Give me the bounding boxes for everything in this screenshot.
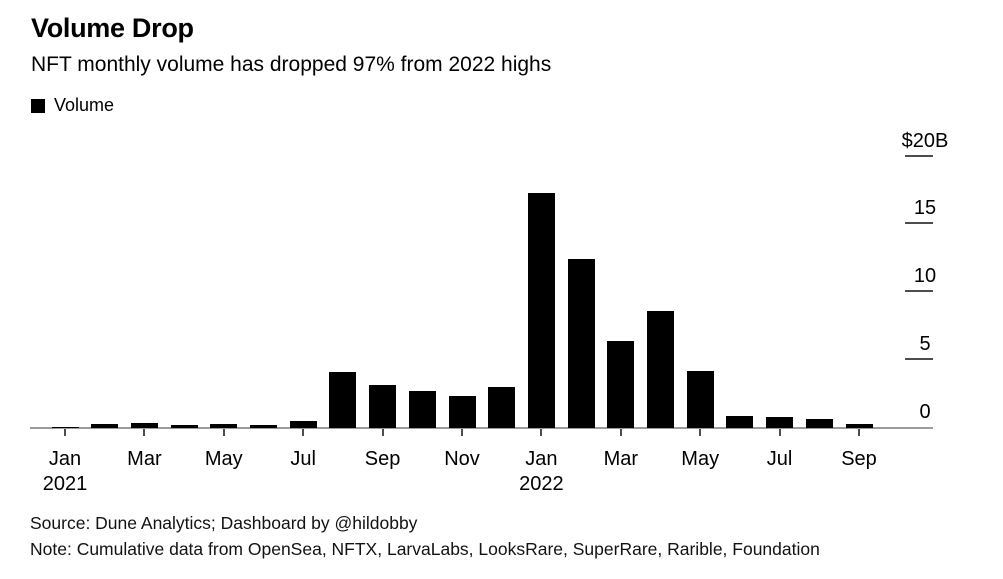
x-axis-tick-mar-2022 [619, 429, 622, 436]
chart-title: Volume Drop [31, 13, 194, 43]
x-axis-tick-jan-2021 [64, 429, 66, 436]
y-axis-label-20: $20B [901, 129, 949, 152]
legend-swatch-icon [31, 98, 45, 113]
bar-jul-2021 [289, 421, 317, 428]
bar-jan-2021 [51, 427, 79, 428]
legend: Volume [31, 95, 114, 116]
x-axis-label-jul-2022: Jul [766, 448, 793, 470]
x-axis-tick-jul-2021 [302, 429, 305, 436]
x-axis-tick-sep-2022 [858, 429, 860, 436]
bar-feb-2022 [567, 259, 595, 428]
bar-jun-2022 [726, 416, 754, 428]
x-axis-label-jul-2021: Jul [290, 448, 316, 470]
bar-nov-2021 [448, 396, 476, 428]
bar-may-2021 [210, 424, 238, 428]
y-axis-tick-10 [905, 290, 933, 293]
x-axis-label-mar-2021: Mar [127, 448, 162, 470]
legend-label: Volume [54, 95, 115, 115]
x-axis-tick-may-2021 [222, 429, 225, 436]
source-note: Source: Dune Analytics; Dashboard by @hi… [30, 513, 418, 533]
x-axis-tick-sep-2021 [381, 429, 384, 436]
bar-jul-2022 [766, 417, 794, 428]
x-axis-tick-jul-2022 [778, 429, 781, 436]
x-axis-label-sep-2021: Sep [364, 448, 401, 470]
x-axis-year-label: 2022 [519, 473, 564, 495]
y-axis-tick-20 [905, 154, 933, 157]
y-axis-label-10: 10 [913, 265, 937, 288]
bar-jun-2021 [250, 425, 277, 428]
bar-apr-2022 [647, 311, 674, 428]
bar-may-2022 [686, 371, 714, 428]
y-axis-label-5: 5 [919, 332, 931, 355]
x-axis-label-mar-2022: Mar [603, 448, 639, 470]
x-axis-label-jan-2022: Jan 2022 [519, 448, 564, 495]
x-axis-baseline [30, 427, 933, 429]
x-axis-tick-may-2022 [699, 429, 702, 436]
bar-jan-2022 [527, 193, 555, 428]
x-axis-label-jan-2021: Jan 2021 [42, 448, 88, 495]
x-axis-year-label: 2021 [42, 473, 88, 495]
x-axis-tick-nov-2021 [461, 429, 463, 436]
bar-apr-2021 [170, 425, 198, 428]
y-axis-tick-15 [905, 222, 933, 225]
bar-mar-2022 [607, 341, 635, 428]
bar-mar-2021 [130, 423, 158, 428]
chart-footer: Source: Dune Analytics; Dashboard by @hi… [30, 511, 820, 562]
y-axis-label-0: 0 [919, 400, 931, 423]
chart-subtitle: NFT monthly volume has dropped 97% from … [31, 53, 552, 76]
x-axis-label-may-2022: May [681, 448, 720, 470]
bar-sep-2022 [845, 424, 873, 428]
x-axis-tick-mar-2021 [143, 429, 146, 436]
data-note: Note: Cumulative data from OpenSea, NFTX… [30, 538, 820, 559]
bar-aug-2021 [329, 372, 357, 428]
bar-aug-2022 [805, 419, 833, 428]
y-axis-label-15: 15 [913, 197, 937, 220]
bar-oct-2021 [408, 391, 436, 428]
x-axis-tick-jan-2022 [540, 429, 543, 436]
y-axis-tick-5 [905, 357, 933, 360]
x-axis-label-may-2021: May [204, 448, 243, 470]
x-axis-label-nov-2021: Nov [444, 448, 480, 470]
bar-sep-2021 [369, 385, 397, 428]
bar-feb-2021 [91, 424, 119, 428]
bar-dec-2021 [488, 387, 516, 428]
x-axis-label-sep-2022: Sep [841, 448, 877, 470]
